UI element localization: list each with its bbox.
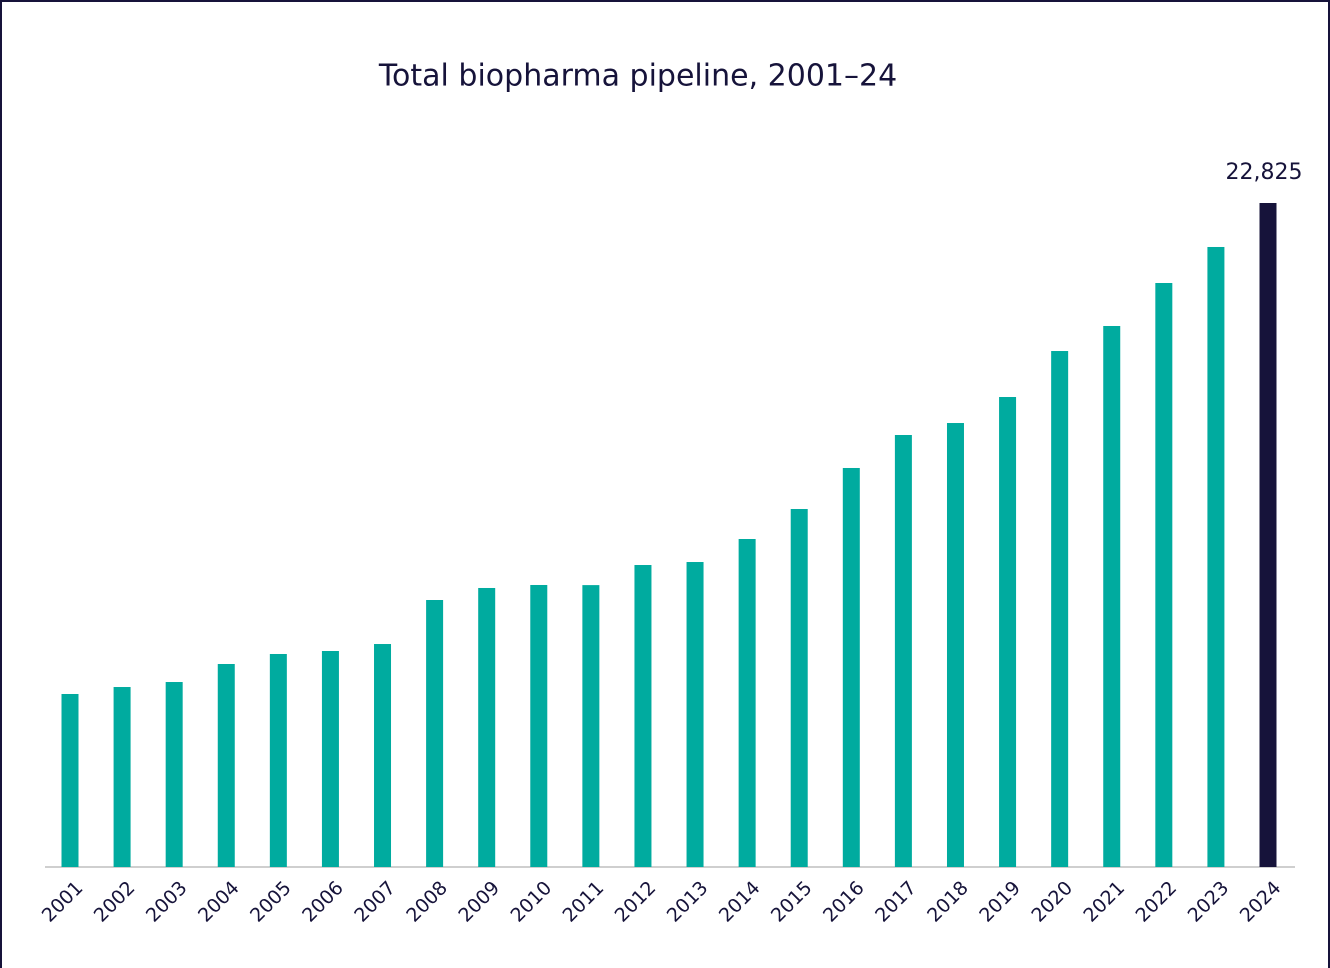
bar (1259, 203, 1277, 867)
bar (999, 397, 1017, 867)
x-tick-label: 2006 (298, 877, 348, 927)
x-tick-label: 2002 (90, 877, 140, 927)
x-tick-label: 2016 (819, 877, 869, 927)
bar (61, 693, 79, 867)
x-tick-label: 2015 (767, 877, 817, 927)
bar (530, 584, 548, 867)
x-tick-label: 2020 (1027, 877, 1077, 927)
bar (165, 682, 183, 867)
x-tick-label: 2014 (715, 877, 765, 927)
bar (113, 687, 131, 867)
bar (374, 644, 392, 867)
x-tick-label: 2013 (663, 877, 713, 927)
x-tick-label: 2023 (1184, 877, 1234, 927)
x-tick-label: 2003 (142, 877, 192, 927)
x-tick-label: 2007 (350, 877, 400, 927)
value-label: 22,825 (1226, 160, 1303, 185)
x-tick-label: 2022 (1131, 877, 1181, 927)
x-tick-label: 2008 (402, 877, 452, 927)
x-tick-label: 2019 (975, 877, 1025, 927)
bar (321, 651, 339, 867)
bar (269, 653, 287, 867)
bar (582, 585, 600, 867)
x-tick-label: 2010 (506, 877, 556, 927)
x-tick-label: 2018 (923, 877, 973, 927)
x-tick-label: 2009 (454, 877, 504, 927)
bar (842, 467, 860, 867)
x-tick-label: 2012 (611, 877, 661, 927)
x-tick-label: 2024 (1236, 877, 1286, 927)
bar (738, 539, 756, 867)
bar (790, 509, 808, 867)
bar (894, 435, 912, 867)
bar (1103, 325, 1121, 868)
bar (1051, 351, 1069, 868)
x-tick-label: 2005 (246, 877, 296, 927)
bar (478, 587, 496, 867)
x-tick-label: 2017 (871, 877, 921, 927)
bar (1155, 283, 1173, 867)
x-tick-label: 2011 (559, 877, 609, 927)
bar (1207, 246, 1225, 867)
bar (217, 664, 235, 867)
chart-title: Total biopharma pipeline, 2001–24 (378, 59, 897, 94)
x-tick-label: 2001 (38, 877, 88, 927)
bar (634, 565, 652, 867)
x-tick-label: 2021 (1079, 877, 1129, 927)
bar (426, 600, 444, 867)
x-tick-label: 2004 (194, 877, 244, 927)
bar (686, 562, 704, 867)
bar (946, 423, 964, 867)
